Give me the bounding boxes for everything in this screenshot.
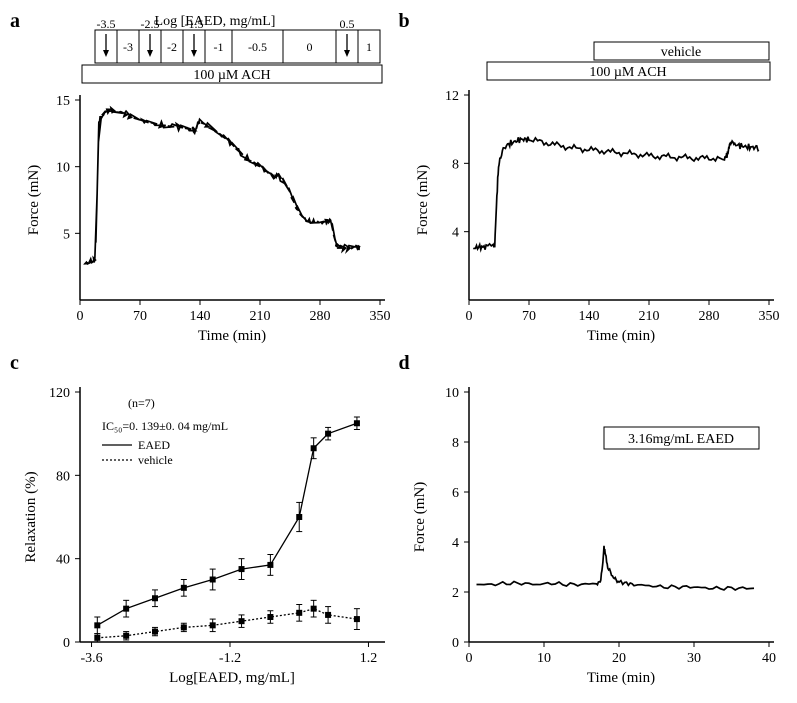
svg-text:280: 280 <box>698 309 719 324</box>
n-text: (n=7) <box>128 396 155 410</box>
svg-text:1: 1 <box>366 40 372 54</box>
svg-text:12: 12 <box>445 89 459 104</box>
svg-text:-0.5: -0.5 <box>248 40 267 54</box>
svg-text:350: 350 <box>758 309 779 324</box>
y-ticks: 4 8 12 <box>445 89 469 241</box>
svg-text:10: 10 <box>537 651 551 666</box>
svg-text:8: 8 <box>452 157 459 172</box>
svg-text:40: 40 <box>56 552 70 567</box>
svg-text:15: 15 <box>56 94 70 109</box>
svg-text:350: 350 <box>370 309 391 324</box>
svg-text:70: 70 <box>522 309 536 324</box>
y-label: Force (mN) <box>415 165 431 235</box>
svg-text:-2: -2 <box>167 40 177 54</box>
svg-text:280: 280 <box>310 309 331 324</box>
x-label: Time (min) <box>586 328 654 344</box>
svg-text:210: 210 <box>250 309 271 324</box>
ic50-text: IC₅₀=0. 139±0. 04 mg/mL <box>102 419 228 433</box>
svg-text:20: 20 <box>612 651 626 666</box>
panel-d-label: d <box>399 352 410 375</box>
x-ticks: -3.6 -1.2 1.2 <box>80 642 377 666</box>
panel-b-svg: vehicle 100 µM ACH 070140210280350 4812 … <box>399 10 787 351</box>
eaed-series <box>94 417 360 634</box>
svg-text:-3: -3 <box>123 40 133 54</box>
svg-text:140: 140 <box>578 309 599 324</box>
svg-text:80: 80 <box>56 469 70 484</box>
vehicle-series <box>94 600 360 642</box>
svg-text:8: 8 <box>452 436 459 451</box>
vehicle-bar-text: vehicle <box>660 45 700 60</box>
svg-text:210: 210 <box>638 309 659 324</box>
svg-text:0.5: 0.5 <box>340 17 355 31</box>
svg-text:70: 70 <box>133 309 147 324</box>
legend-vehicle: vehicle <box>138 453 173 467</box>
y-label: Relaxation (%) <box>23 471 39 562</box>
ach-bar-text: 100 µM ACH <box>193 68 270 83</box>
svg-text:0: 0 <box>307 40 313 54</box>
svg-text:0: 0 <box>465 309 472 324</box>
x-ticks: 0 70 140 210 280 350 <box>77 300 391 324</box>
svg-text:-2.5: -2.5 <box>141 17 160 31</box>
svg-text:6: 6 <box>452 486 459 501</box>
x-ticks: 0 10 20 30 40 <box>465 642 776 666</box>
svg-text:-3.6: -3.6 <box>80 651 102 666</box>
svg-text:-1.2: -1.2 <box>219 651 241 666</box>
x-label: Time (min) <box>198 328 266 344</box>
x-label: Log[EAED, mg/mL] <box>169 670 295 686</box>
trace <box>476 545 754 589</box>
panel-d-svg: 010203040 0246810 Time (min) Force (mN) … <box>399 352 787 693</box>
panel-a: a Log [EAED, mg/mL] -3.5 -3 -2.5 -2 -1.5 -1 -0… <box>10 10 399 352</box>
y-label: Force (mN) <box>412 481 428 551</box>
figure: a Log [EAED, mg/mL] -3.5 -3 -2.5 -2 -1.5 -1 -0… <box>10 10 787 693</box>
svg-text:-3.5: -3.5 <box>97 17 116 31</box>
svg-text:0: 0 <box>452 636 459 651</box>
svg-text:-1.5: -1.5 <box>185 17 204 31</box>
panel-a-label: a <box>10 10 20 33</box>
y-ticks: 0 40 80 120 <box>49 386 80 651</box>
panel-b-label: b <box>399 10 410 33</box>
svg-text:2: 2 <box>452 586 459 601</box>
trace <box>473 137 758 250</box>
svg-text:5: 5 <box>63 227 70 242</box>
svg-text:10: 10 <box>56 161 70 176</box>
x-ticks: 0 70 140 210 280 350 <box>465 300 779 324</box>
svg-text:0: 0 <box>63 636 70 651</box>
svg-text:10: 10 <box>445 386 459 401</box>
panel-c-svg: -3.6 -1.2 1.2 0 40 80 120 Log[EAED, mg/mL] Re… <box>10 352 398 693</box>
top-axis-label: Log [EAED, mg/mL] <box>155 14 276 29</box>
y-ticks: 5 10 15 <box>56 94 80 242</box>
panel-c-label: c <box>10 352 19 375</box>
legend-eaed: EAED <box>138 438 170 452</box>
svg-text:120: 120 <box>49 386 70 401</box>
svg-text:40: 40 <box>762 651 776 666</box>
y-label: Force (mN) <box>26 165 42 235</box>
svg-text:-1: -1 <box>214 40 224 54</box>
svg-text:4: 4 <box>452 536 459 551</box>
panel-c: c -3.6 -1.2 1.2 0 40 80 120 Log[EAED, mg/mL] … <box>10 352 399 694</box>
ach-bar-text: 100 µM ACH <box>589 65 666 80</box>
svg-text:0: 0 <box>77 309 84 324</box>
svg-text:0: 0 <box>465 651 472 666</box>
x-label: Time (min) <box>586 670 654 686</box>
svg-text:140: 140 <box>190 309 211 324</box>
annotation-text: 3.16mg/mL EAED <box>627 432 733 447</box>
svg-text:30: 30 <box>687 651 701 666</box>
y-ticks: 0 2 4 6 8 10 <box>445 386 469 651</box>
panel-a-svg: Log [EAED, mg/mL] -3.5 -3 -2.5 -2 -1.5 -1 -0.5… <box>10 10 398 351</box>
svg-text:1.2: 1.2 <box>360 651 378 666</box>
svg-text:4: 4 <box>452 226 459 241</box>
trace <box>84 108 359 264</box>
panel-d: d 0 10 20 30 40 0 2 4 6 8 10 Time (min) Force (mN… <box>399 352 788 694</box>
panel-b: b vehicle 100 µM ACH 0 70 140 210 280 350 4 8 1… <box>399 10 788 352</box>
